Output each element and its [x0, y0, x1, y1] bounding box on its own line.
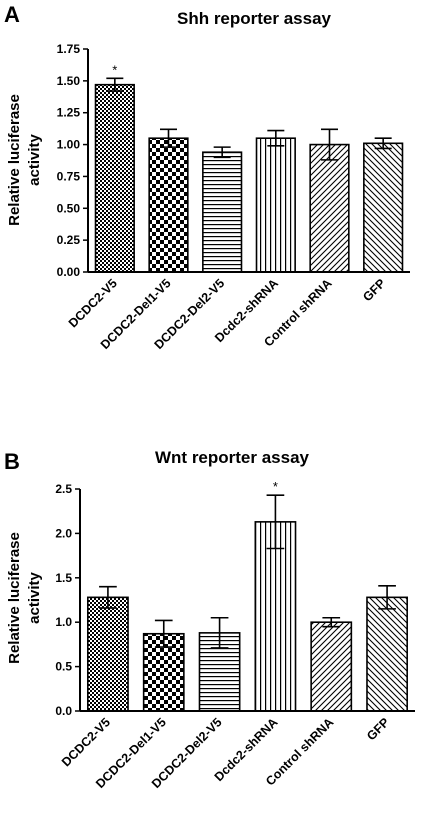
bar: [254, 521, 297, 712]
chart-title-wnt: Wnt reporter assay: [155, 448, 310, 467]
y-tick-label: 0.25: [57, 233, 81, 247]
y-tick-label: 2.0: [55, 526, 72, 540]
x-tick-label: GFP: [360, 276, 388, 304]
bar: [310, 621, 353, 712]
y-tick-label: 1.5: [55, 571, 72, 585]
x-tick-label: GFP: [364, 715, 392, 743]
y-tick-label: 0.5: [55, 660, 72, 674]
y-tick-label: 0.00: [57, 265, 81, 279]
x-tick-label: DCDC2-V5: [59, 715, 113, 769]
panel-letter-a: A: [4, 2, 20, 27]
chart-shh: A Shh reporter assay Relative luciferase…: [4, 2, 410, 352]
y-tick-label: 1.25: [57, 106, 81, 120]
significance-marker: *: [273, 479, 278, 494]
chart-wnt: B Wnt reporter assay Relative luciferase…: [4, 448, 415, 791]
bar: [87, 596, 129, 712]
bar: [309, 143, 350, 273]
y-axis-label-line2: activity: [26, 133, 43, 185]
y-tick-label: 0.0: [55, 704, 72, 718]
y-tick-label: 1.00: [57, 138, 81, 152]
y-axis-label-line1: Relative luciferase: [6, 94, 23, 226]
chart-title-shh: Shh reporter assay: [177, 9, 332, 28]
y-tick-label: 1.0: [55, 615, 72, 629]
significance-marker: *: [112, 62, 117, 77]
bar: [148, 137, 189, 273]
x-tick-label: DCDC2-V5: [66, 276, 120, 330]
y-axis-label-line1: Relative luciferase: [6, 532, 23, 664]
y-tick-label: 0.50: [57, 201, 81, 215]
y-tick-label: 1.50: [57, 74, 81, 88]
bar: [255, 137, 296, 273]
panel-letter-b: B: [4, 449, 20, 474]
bar: [142, 632, 185, 712]
y-tick-label: 1.75: [57, 42, 81, 56]
bar: [202, 151, 243, 273]
y-tick-label: 2.5: [55, 482, 72, 496]
y-axis-label-line2: activity: [26, 571, 43, 623]
bar: [366, 596, 408, 712]
y-tick-label: 0.75: [57, 169, 81, 183]
bar: [363, 142, 404, 273]
bar: [94, 83, 135, 273]
